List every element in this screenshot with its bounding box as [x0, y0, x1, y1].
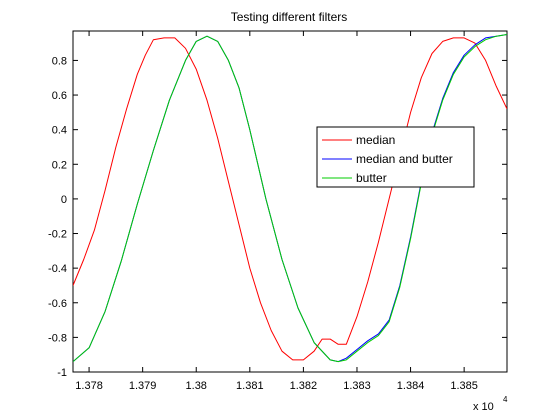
legend-label-butter: butter [356, 171, 387, 185]
legend-box [316, 126, 475, 188]
y-tick-label: 0 [61, 194, 67, 206]
axes-box [72, 30, 508, 373]
y-tick-label: -0.6 [48, 298, 67, 310]
x-tick-label: 1.382 [290, 380, 318, 392]
x-axis: 1.378 1.379 1.38 1.381 1.382 1.383 1.384 1.385 [75, 31, 478, 392]
x-tick-label: 1.379 [129, 380, 157, 392]
y-tick-label: 0.2 [52, 159, 67, 171]
x-tick-label: 1.378 [75, 380, 103, 392]
x-tick-label: 1.38 [186, 380, 207, 392]
y-tick-label: -0.8 [48, 332, 67, 344]
legend-label-median: median [356, 133, 395, 147]
series-line-median [73, 37, 507, 361]
x-tick-label: 1.381 [236, 380, 264, 392]
series-layer [73, 34, 507, 363]
y-tick-label: -1 [57, 367, 67, 379]
y-tick-label: 0.8 [52, 55, 67, 67]
series-line-butter [73, 34, 507, 363]
y-tick-label: -0.2 [48, 229, 67, 241]
plot-area [72, 30, 508, 373]
y-axis: -1 -0.8 -0.6 -0.4 -0.2 0 0.2 0.4 0.6 0.8 [48, 55, 507, 379]
x-tick-label: 1.383 [343, 380, 371, 392]
legend: median median and butter butter [316, 126, 475, 188]
x-axis-multiplier-exponent: 4 [503, 395, 508, 404]
x-tick-label: 1.385 [450, 380, 478, 392]
y-tick-label: 0.6 [52, 90, 67, 102]
chart-title: Testing different filters [231, 10, 348, 24]
y-tick-label: -0.4 [48, 263, 67, 275]
legend-label-median-and-butter: median and butter [356, 152, 453, 166]
x-axis-multiplier: x 10 [473, 401, 494, 413]
x-tick-label: 1.384 [397, 380, 425, 392]
y-tick-label: 0.4 [52, 125, 67, 137]
